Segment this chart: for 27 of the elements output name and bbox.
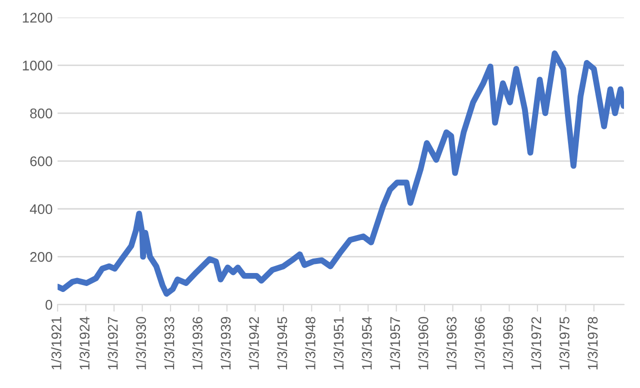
x-tick-label: 1/3/1978: [587, 316, 598, 370]
x-tick-label: 1/3/1936: [192, 316, 202, 370]
x-tick-label: 1/3/1957: [390, 317, 400, 370]
x-tick-label: 1/3/1969: [502, 317, 513, 370]
y-tick-label: 200: [30, 252, 52, 262]
y-tick-label: 800: [30, 108, 52, 118]
x-tick-label: 1/3/1954: [362, 316, 372, 370]
x-tick-label: 1/3/1945: [276, 316, 288, 370]
y-tick-label: 600: [30, 156, 52, 166]
y-tick-label: 400: [30, 204, 52, 214]
x-tick-label: 1/3/1966: [474, 316, 485, 370]
x-tick-label: 1/3/1930: [136, 316, 146, 370]
x-tick-label: 1/3/1975: [559, 316, 570, 370]
y-tick-label: 1200: [22, 12, 52, 23]
x-tick-label: 1/3/1924: [79, 316, 90, 370]
x-tick-label: 1/3/1963: [446, 316, 457, 370]
x-tick-label: 1/3/1927: [108, 317, 118, 370]
y-tick-label: 0: [46, 300, 52, 310]
x-tick-label: 1/3/1939: [220, 317, 231, 370]
x-tick-label: 1/3/1948: [305, 316, 316, 370]
y-tick-label: 1000: [22, 60, 52, 70]
x-tick-label: 1/3/1951: [333, 317, 344, 370]
x-tick-label: 1/3/1921: [51, 317, 62, 370]
x-tick-label: 1/3/1933: [164, 316, 174, 370]
x-tick-label: 1/3/1960: [418, 316, 428, 370]
x-tick-label: 1/3/1972: [530, 317, 542, 370]
x-tick-label: 1/3/1942: [248, 317, 259, 370]
